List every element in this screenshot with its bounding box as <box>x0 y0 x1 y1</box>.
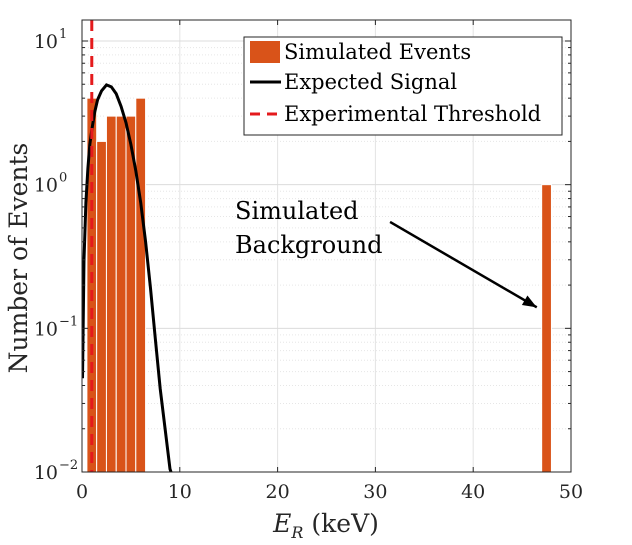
legend-label-expected-signal: Expected Signal <box>284 70 457 94</box>
annotation-line-2: Background <box>235 231 383 259</box>
y-tick-label-base: 10 <box>34 175 58 197</box>
bar <box>105 115 117 473</box>
legend-label-simulated-events: Simulated Events <box>284 40 471 64</box>
y-tick-label-base: 10 <box>34 31 58 53</box>
x-tick-label: 10 <box>168 481 192 503</box>
y-tick-label: 10 <box>34 175 58 197</box>
x-axis-label-unit: (keV) <box>303 509 378 538</box>
y-tick-label: 10 <box>34 318 58 340</box>
bar <box>96 140 107 473</box>
y-tick-label-exponent: 0 <box>59 171 67 186</box>
y-tick-label-exponent: 1 <box>59 27 67 42</box>
x-axis-label-main: E <box>272 509 291 538</box>
legend: Simulated Events Expected Signal Experim… <box>243 36 563 136</box>
bar <box>115 115 127 473</box>
x-tick-label: 30 <box>363 481 387 503</box>
y-tick-label-base: 10 <box>34 462 58 484</box>
signal-line-layer <box>82 20 173 472</box>
x-axis-label-sub: R <box>290 523 303 542</box>
bar <box>541 184 552 473</box>
legend-label-experimental-threshold: Experimental Threshold <box>284 102 541 126</box>
x-tick-label: 0 <box>76 481 88 503</box>
annotation-arrow <box>389 220 538 309</box>
bar <box>135 97 147 473</box>
legend-box <box>243 36 563 136</box>
x-tick-label: 40 <box>461 481 485 503</box>
y-tick-label-exponent: −1 <box>59 314 78 329</box>
x-tick-label: 20 <box>266 481 290 503</box>
legend-swatch-simulated-events <box>250 41 280 63</box>
axes <box>81 19 572 473</box>
x-tick-label: 50 <box>559 481 583 503</box>
y-tick-label: 10 <box>34 31 58 53</box>
bars-layer <box>86 97 552 473</box>
y-tick-label: 10 <box>34 462 58 484</box>
y-tick-label-base: 10 <box>34 318 58 340</box>
annotation-arrow-head <box>521 295 537 308</box>
y-axis-label: Number of Events <box>4 143 33 374</box>
annotation-arrow-shaft <box>389 220 538 309</box>
axes-box <box>81 19 572 473</box>
annotation-line-1: Simulated <box>235 197 359 225</box>
expected-signal-line <box>82 83 173 472</box>
x-axis-label: ER (keV) <box>272 509 379 542</box>
y-tick-label-exponent: −2 <box>59 458 78 473</box>
